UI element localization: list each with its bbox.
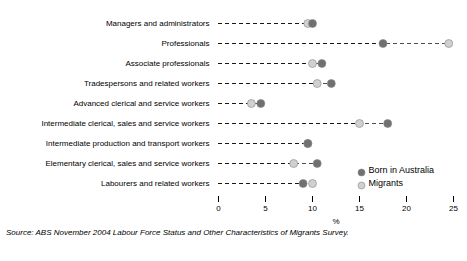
svg-text:Tradespersons and related work: Tradespersons and related workers [84,79,210,88]
svg-text:Elementary clerical, sales and: Elementary clerical, sales and service w… [45,159,209,168]
svg-text:15: 15 [355,204,364,213]
html-text:Source: ABS November 2004 Labo: Source: ABS November 2004 Labour Force S… [6,228,349,237]
svg-text:10: 10 [308,204,317,213]
svg-text:Managers and administrators: Managers and administrators [106,19,210,28]
svg-text:Intermediate clerical, sales a: Intermediate clerical, sales and service… [41,119,209,128]
svg-text:5: 5 [263,204,268,213]
svg-text:Born in Australia: Born in Australia [369,165,435,175]
svg-text:0: 0 [216,204,221,213]
svg-text:Migrants: Migrants [369,178,404,188]
svg-text:Associate professionals: Associate professionals [125,59,209,68]
svg-text:25: 25 [449,204,458,213]
svg-text:Professionals: Professionals [161,39,209,48]
svg-text:Intermediate production and tr: Intermediate production and transport wo… [46,139,210,148]
svg-text:Labourers and related workers: Labourers and related workers [101,179,210,188]
svg-text:%: % [332,217,339,226]
svg-text:20: 20 [402,204,411,213]
svg-text:Advanced clerical and service: Advanced clerical and service workers [73,99,209,108]
